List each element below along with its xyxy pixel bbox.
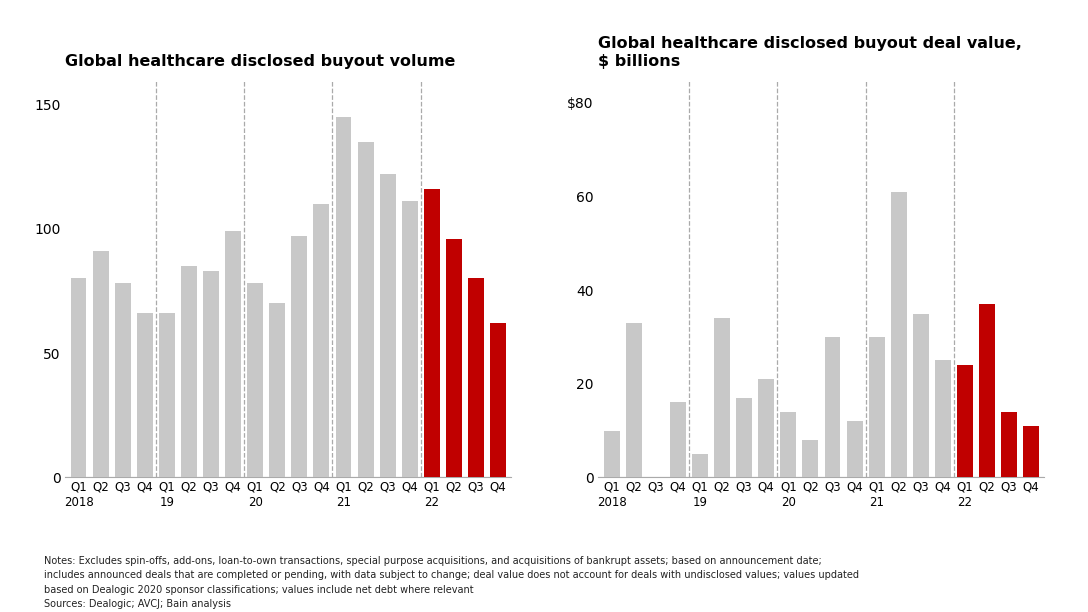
- Bar: [71, 278, 86, 477]
- Bar: [891, 192, 906, 477]
- Bar: [446, 239, 462, 477]
- Bar: [1024, 426, 1039, 477]
- Bar: [181, 266, 197, 477]
- Text: Global healthcare disclosed buyout deal value,
$ billions: Global healthcare disclosed buyout deal …: [598, 36, 1023, 69]
- Bar: [1001, 412, 1017, 477]
- Bar: [957, 365, 973, 477]
- Bar: [604, 431, 619, 477]
- Bar: [935, 360, 951, 477]
- Bar: [758, 379, 775, 477]
- Bar: [137, 313, 152, 477]
- Bar: [913, 313, 929, 477]
- Bar: [92, 251, 109, 477]
- Bar: [424, 189, 440, 477]
- Bar: [737, 398, 752, 477]
- Bar: [626, 323, 642, 477]
- Bar: [313, 204, 330, 477]
- Bar: [692, 454, 708, 477]
- Bar: [846, 421, 863, 477]
- Bar: [803, 440, 818, 477]
- Bar: [714, 318, 730, 477]
- Bar: [335, 117, 351, 477]
- Bar: [780, 412, 796, 477]
- Bar: [159, 313, 175, 477]
- Bar: [270, 304, 285, 477]
- Bar: [468, 278, 484, 477]
- Text: Notes: Excludes spin-offs, add-ons, loan-to-own transactions, special purpose ac: Notes: Excludes spin-offs, add-ons, loan…: [44, 556, 858, 609]
- Bar: [380, 174, 396, 477]
- Bar: [203, 271, 219, 477]
- Bar: [225, 231, 242, 477]
- Bar: [670, 403, 685, 477]
- Bar: [292, 236, 307, 477]
- Bar: [358, 142, 373, 477]
- Bar: [401, 201, 418, 477]
- Bar: [491, 323, 506, 477]
- Bar: [825, 337, 840, 477]
- Bar: [247, 283, 263, 477]
- Bar: [868, 337, 885, 477]
- Bar: [114, 283, 131, 477]
- Bar: [979, 304, 996, 477]
- Text: Global healthcare disclosed buyout volume: Global healthcare disclosed buyout volum…: [65, 54, 456, 69]
